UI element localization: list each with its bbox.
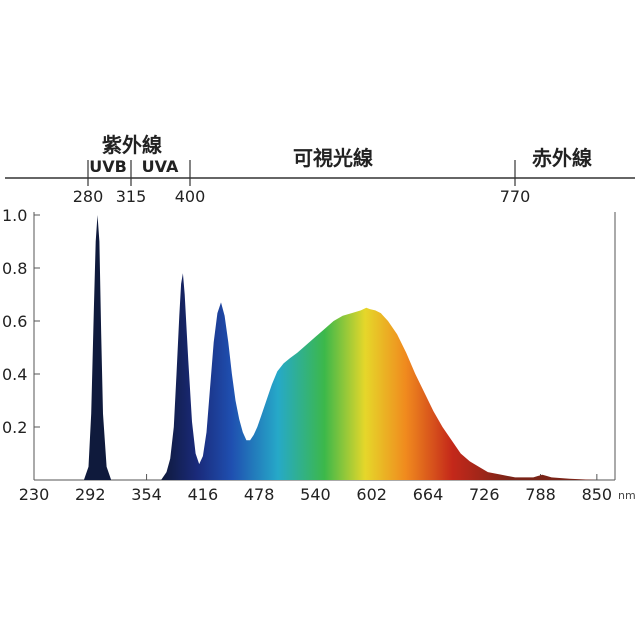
band-header: 紫外線 UVB UVA 可視光線 赤外線 280 315 400 770 [5, 133, 635, 206]
band-label-visible: 可視光線 [293, 146, 373, 170]
band-label-infrared: 赤外線 [532, 146, 592, 170]
x-tick-label: 664 [413, 485, 444, 504]
y-tick-label: 0.2 [2, 418, 27, 437]
band-boundary-ticks [87, 160, 516, 186]
band-boundary-label: 315 [116, 187, 147, 206]
x-tick-label: 540 [300, 485, 331, 504]
x-tick-label: 478 [244, 485, 275, 504]
x-axis-ticks: 230 292 354 416 478 540 602 664 726 788 850 [19, 474, 612, 504]
y-tick-label: 0.8 [2, 259, 27, 278]
plot-area: 0.2 0.4 0.6 0.8 1.0 230 292 354 416 478 540 602 664… [2, 206, 636, 504]
x-tick-label: 788 [525, 485, 556, 504]
x-tick-label: 602 [356, 485, 387, 504]
x-tick-label: 354 [131, 485, 162, 504]
band-boundary-label: 770 [500, 187, 531, 206]
x-unit-label: nm [618, 489, 636, 502]
x-tick-label: 416 [188, 485, 219, 504]
y-axis-ticks: 0.2 0.4 0.6 0.8 1.0 [2, 206, 40, 437]
y-tick-label: 0.6 [2, 312, 27, 331]
x-tick-label: 726 [469, 485, 500, 504]
band-label-uv: 紫外線 [102, 133, 162, 157]
band-boundary-label: 400 [175, 187, 206, 206]
band-label-uva: UVA [142, 157, 179, 176]
y-tick-label: 1.0 [2, 206, 27, 225]
spectrum-area [70, 215, 606, 480]
band-boundary-label: 280 [73, 187, 104, 206]
x-tick-label: 850 [582, 485, 613, 504]
band-boundary-labels: 280 315 400 770 [73, 187, 531, 206]
band-label-uvb: UVB [89, 157, 127, 176]
y-tick-label: 0.4 [2, 365, 27, 384]
x-tick-label: 292 [75, 485, 106, 504]
x-tick-label: 230 [19, 485, 50, 504]
